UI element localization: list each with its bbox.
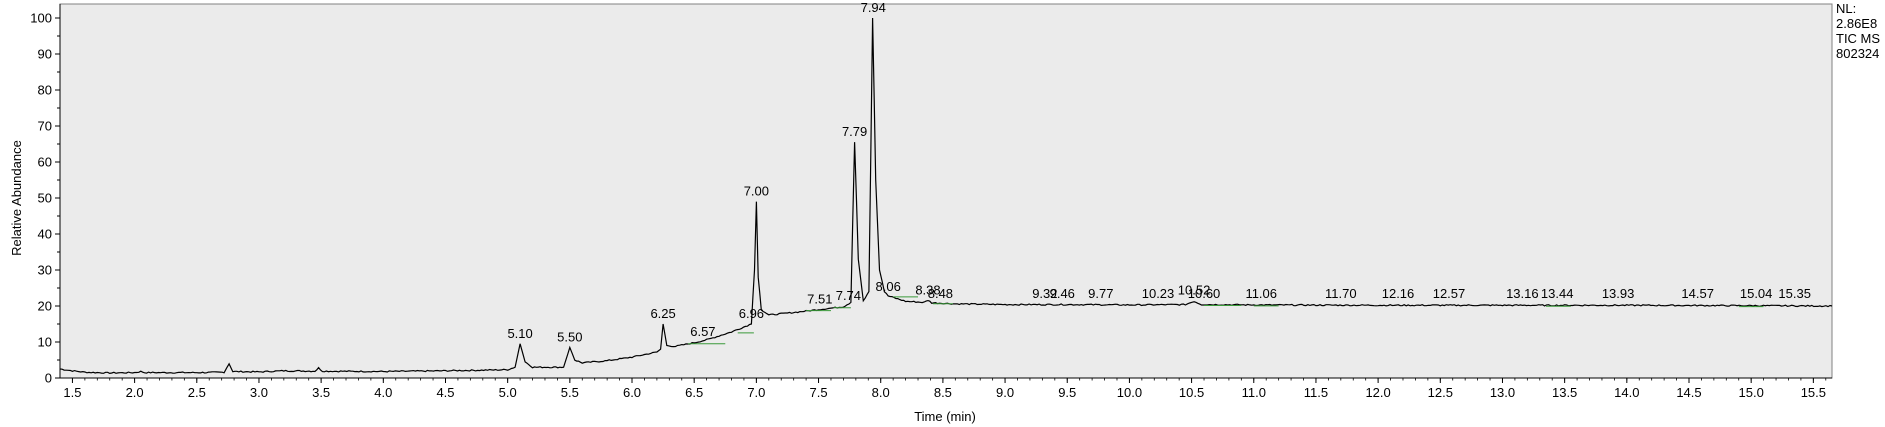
x-tick-label: 2.5: [188, 385, 206, 400]
x-tick-label: 5.0: [499, 385, 517, 400]
peak-label: 14.57: [1681, 286, 1714, 301]
axes: 0 10 20 30 40 50 60 70 80 90 100 1.5 2.0 2.5 3.0 3.5 4.0…: [30, 4, 1832, 400]
x-tick-label: 1.5: [63, 385, 81, 400]
peak-label: 11.06: [1245, 286, 1277, 301]
x-tick-label: 2.0: [126, 385, 144, 400]
y-tick-label: 100: [30, 11, 52, 26]
peak-label: 10.60: [1188, 286, 1221, 301]
peak-label: 5.50: [557, 329, 582, 344]
x-tick-label: 3.5: [312, 385, 330, 400]
x-tick-label: 15.5: [1801, 385, 1826, 400]
peak-label: 13.16: [1506, 286, 1539, 301]
peak-label: 7.79: [842, 124, 867, 139]
x-tick-label: 9.0: [996, 385, 1014, 400]
peak-label: 13.93: [1602, 286, 1635, 301]
y-tick-label: 10: [38, 335, 52, 350]
x-tick-label: 6.5: [685, 385, 703, 400]
peak-label: 6.57: [690, 324, 715, 339]
info-line: 802324: [1836, 46, 1879, 61]
plot-area: [59, 3, 1833, 379]
peak-label: 10.52: [1178, 283, 1211, 298]
peak-label: 5.10: [507, 326, 532, 341]
trace-layer: [59, 17, 1833, 375]
y-tick-label: 40: [38, 227, 52, 242]
info-line: NL:: [1836, 1, 1856, 16]
x-tick-label: 14.5: [1676, 385, 1701, 400]
info-line: TIC MS: [1836, 31, 1880, 46]
peak-labels: 5.10 5.50 6.25 6.57 6.96 7.00 7.51 7.74 7.79 7.94…: [507, 0, 1811, 344]
x-tick-label: 14.0: [1614, 385, 1639, 400]
x-tick-label: 5.5: [561, 385, 579, 400]
y-tick-label: 30: [38, 263, 52, 278]
peak-label: 6.96: [739, 306, 764, 321]
x-tick-label: 10.5: [1179, 385, 1204, 400]
peak-label: 8.38: [915, 283, 940, 298]
peak-label: 12.16: [1382, 286, 1415, 301]
x-tick-label: 4.0: [374, 385, 392, 400]
x-tick-label: 8.5: [934, 385, 952, 400]
peak-label: 15.35: [1778, 286, 1811, 301]
peak-label: 15.04: [1740, 286, 1773, 301]
peak-label: 13.44: [1541, 286, 1574, 301]
info-line: 2.86E8: [1836, 16, 1877, 31]
peak-label: 7.74: [836, 288, 861, 303]
peak-label: 8.06: [876, 279, 901, 294]
peak-label: 9.46: [1050, 286, 1075, 301]
x-tick-label: 12.5: [1428, 385, 1453, 400]
y-tick-label: 50: [38, 191, 52, 206]
x-tick-label: 12.0: [1365, 385, 1390, 400]
y-tick-label: 0: [45, 371, 52, 386]
peak-label: 7.51: [807, 292, 832, 307]
x-tick-label: 11.5: [1304, 385, 1328, 400]
plot-background: [59, 3, 1833, 379]
x-tick-label: 13.0: [1490, 385, 1515, 400]
y-tick-label: 60: [38, 155, 52, 170]
peak-label: 12.57: [1433, 286, 1466, 301]
y-tick-label: 70: [38, 119, 52, 134]
x-tick-label: 7.0: [747, 385, 765, 400]
x-tick-label: 4.5: [436, 385, 454, 400]
y-tick-label: 90: [38, 47, 52, 62]
x-tick-label: 9.5: [1058, 385, 1076, 400]
x-tick-label: 8.0: [872, 385, 890, 400]
y-tick-label: 80: [38, 83, 52, 98]
peak-label: 9.32: [1032, 286, 1057, 301]
x-tick-label: 10.0: [1117, 385, 1142, 400]
x-axis-title: Time (min): [914, 409, 976, 424]
x-tick-label: 7.5: [810, 385, 828, 400]
peak-label: 9.77: [1088, 286, 1113, 301]
x-tick-label: 6.0: [623, 385, 641, 400]
peak-label: 7.94: [861, 0, 886, 15]
peak-label: 8.48: [928, 286, 953, 301]
x-tick-label: 3.0: [250, 385, 268, 400]
x-tick-label: 11.0: [1242, 385, 1266, 400]
peak-label: 11.70: [1325, 286, 1357, 301]
peak-label: 7.00: [744, 184, 769, 199]
x-tick-label: 13.5: [1552, 385, 1577, 400]
peak-label: 6.25: [650, 306, 675, 321]
x-tick-label: 15.0: [1739, 385, 1764, 400]
y-axis-title: Relative Abundance: [9, 140, 24, 256]
y-tick-label: 20: [38, 299, 52, 314]
peak-label: 10.23: [1142, 286, 1175, 301]
